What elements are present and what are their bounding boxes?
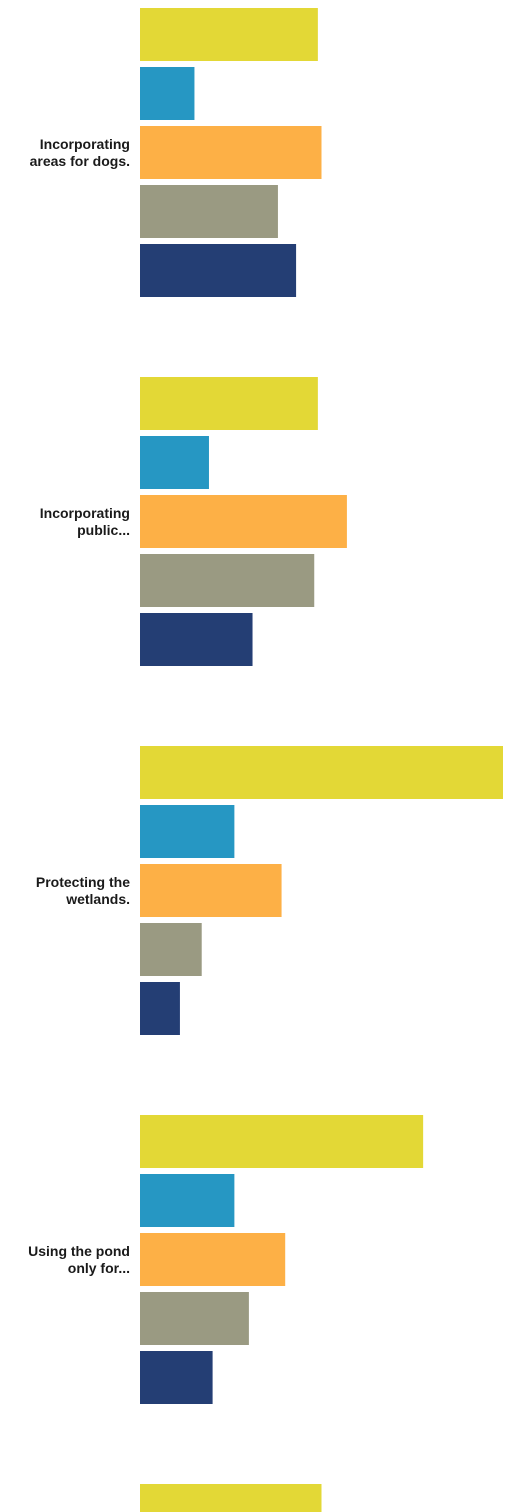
bar-4-4 bbox=[140, 1292, 249, 1345]
bar-1-2 bbox=[140, 67, 195, 120]
bar-3-1 bbox=[140, 746, 503, 799]
bar-1-4 bbox=[140, 185, 278, 238]
category-labels-layer: Incorporating areas for dogs.Incorporatin… bbox=[28, 136, 130, 1276]
category-label-2-line-1: Incorporating bbox=[40, 505, 130, 521]
bar-4-3 bbox=[140, 1233, 286, 1286]
bars-layer bbox=[140, 8, 503, 1512]
category-label-3: Protecting the wetlands. bbox=[36, 874, 130, 907]
bar-1-5 bbox=[140, 244, 297, 297]
bar-2-1 bbox=[140, 377, 318, 430]
bar-2-2 bbox=[140, 436, 209, 489]
bar-4-5 bbox=[140, 1351, 213, 1404]
category-label-1-line-2: areas for dogs. bbox=[30, 153, 130, 169]
bar-4-2 bbox=[140, 1174, 235, 1227]
bar-3-3 bbox=[140, 864, 282, 917]
bar-1-3 bbox=[140, 126, 322, 179]
category-label-2-line-2: public... bbox=[77, 522, 130, 538]
category-label-2: Incorporating public... bbox=[40, 505, 130, 538]
category-label-4-line-1: Using the pond bbox=[28, 1243, 130, 1259]
bar-4-1 bbox=[140, 1115, 424, 1168]
category-label-1-line-1: Incorporating bbox=[40, 136, 130, 152]
bar-5-1 bbox=[140, 1484, 322, 1512]
category-label-3-line-2: wetlands. bbox=[65, 891, 130, 907]
bar-3-4 bbox=[140, 923, 202, 976]
bar-2-3 bbox=[140, 495, 347, 548]
category-label-4: Using the pond only for... bbox=[28, 1243, 130, 1276]
bar-2-5 bbox=[140, 613, 253, 666]
bar-2-4 bbox=[140, 554, 315, 607]
category-label-4-line-2: only for... bbox=[68, 1260, 130, 1276]
bar-3-5 bbox=[140, 982, 180, 1035]
category-label-1: Incorporating areas for dogs. bbox=[30, 136, 130, 169]
bar-1-1 bbox=[140, 8, 318, 61]
bar-3-2 bbox=[140, 805, 235, 858]
category-label-3-line-1: Protecting the bbox=[36, 874, 130, 890]
